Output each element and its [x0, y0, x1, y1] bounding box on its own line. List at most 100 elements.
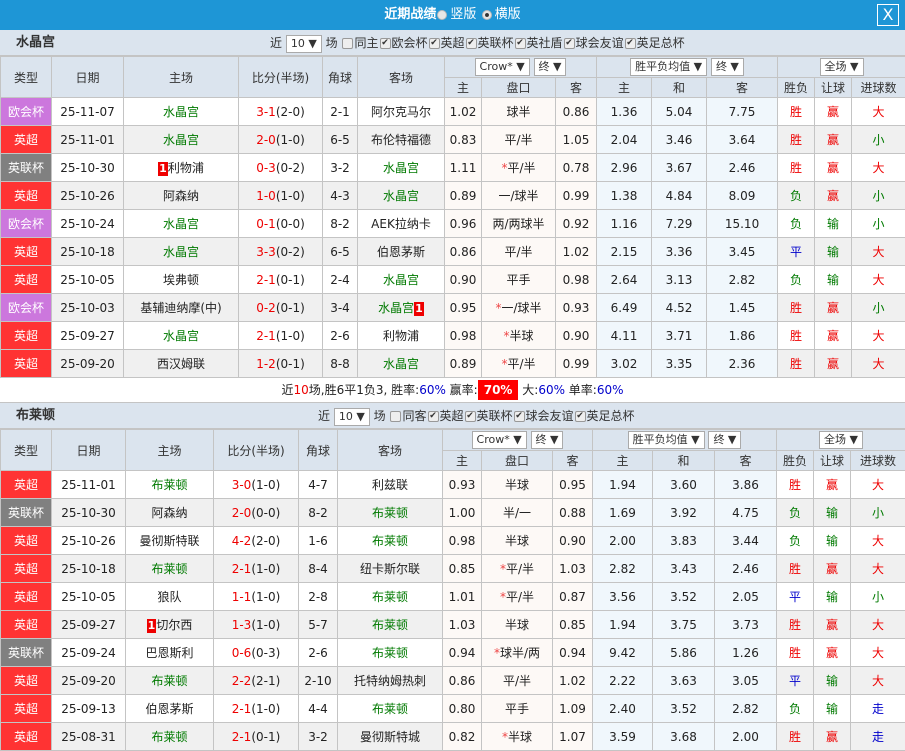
- match-type[interactable]: 英超: [1, 238, 52, 266]
- away-team[interactable]: 布莱顿: [338, 611, 443, 639]
- home-team[interactable]: 水晶宫: [124, 322, 239, 350]
- filter-checkbox[interactable]: ✔: [429, 38, 440, 49]
- match-type[interactable]: 英超: [1, 350, 52, 378]
- close-button[interactable]: X: [877, 4, 899, 26]
- away-team[interactable]: 水晶宫: [358, 182, 445, 210]
- score-cell[interactable]: 2-1(1-0): [239, 322, 323, 350]
- score-cell[interactable]: 2-1(1-0): [214, 695, 299, 723]
- match-type[interactable]: 英联杯: [1, 639, 52, 667]
- away-team[interactable]: 水晶宫: [358, 350, 445, 378]
- score-cell[interactable]: 3-1(2-0): [239, 98, 323, 126]
- score-cell[interactable]: 2-0(1-0): [239, 126, 323, 154]
- home-team[interactable]: 阿森纳: [124, 182, 239, 210]
- radio-vertical[interactable]: [437, 10, 447, 20]
- away-team[interactable]: 水晶宫1: [358, 294, 445, 322]
- match-type[interactable]: 英超: [1, 611, 52, 639]
- home-team[interactable]: 西汉姆联: [124, 350, 239, 378]
- home-team[interactable]: 基辅迪纳摩(中): [124, 294, 239, 322]
- period-select[interactable]: 全场 ▼: [820, 58, 864, 76]
- score-cell[interactable]: 2-0(0-0): [214, 499, 299, 527]
- home-team[interactable]: 布莱顿: [126, 723, 214, 751]
- home-team[interactable]: 巴恩斯利: [126, 639, 214, 667]
- match-count-select[interactable]: 10 ▼: [286, 35, 322, 53]
- filter-checkbox[interactable]: ✔: [466, 38, 477, 49]
- score-cell[interactable]: 1-2(0-1): [239, 350, 323, 378]
- away-team[interactable]: 伯恩茅斯: [358, 238, 445, 266]
- home-team[interactable]: 埃弗顿: [124, 266, 239, 294]
- match-type[interactable]: 英联杯: [1, 499, 52, 527]
- avg-select[interactable]: 胜平负均值 ▼: [628, 431, 705, 449]
- away-team[interactable]: 水晶宫: [358, 154, 445, 182]
- away-team[interactable]: 阿尔克马尔: [358, 98, 445, 126]
- match-count-select[interactable]: 10 ▼: [334, 408, 370, 426]
- home-team[interactable]: 1切尔西: [126, 611, 214, 639]
- score-cell[interactable]: 4-2(2-0): [214, 527, 299, 555]
- score-cell[interactable]: 1-1(1-0): [214, 583, 299, 611]
- score-cell[interactable]: 0-6(0-3): [214, 639, 299, 667]
- away-team[interactable]: 布莱顿: [338, 639, 443, 667]
- away-team[interactable]: 布伦特福德: [358, 126, 445, 154]
- home-team[interactable]: 1利物浦: [124, 154, 239, 182]
- match-type[interactable]: 欧会杯: [1, 210, 52, 238]
- filter-checkbox[interactable]: ✔: [514, 411, 525, 422]
- match-type[interactable]: 英超: [1, 555, 52, 583]
- match-type[interactable]: 英超: [1, 182, 52, 210]
- home-team[interactable]: 阿森纳: [126, 499, 214, 527]
- score-cell[interactable]: 0-2(0-1): [239, 294, 323, 322]
- match-type[interactable]: 英超: [1, 583, 52, 611]
- score-cell[interactable]: 3-3(0-2): [239, 238, 323, 266]
- match-type[interactable]: 英超: [1, 667, 52, 695]
- filter-checkbox[interactable]: ✔: [465, 411, 476, 422]
- away-team[interactable]: 利兹联: [338, 471, 443, 499]
- stage-select[interactable]: 终 ▼: [531, 431, 564, 449]
- score-cell[interactable]: 1-3(1-0): [214, 611, 299, 639]
- match-type[interactable]: 欧会杯: [1, 294, 52, 322]
- match-type[interactable]: 英超: [1, 723, 52, 751]
- match-type[interactable]: 欧会杯: [1, 98, 52, 126]
- score-cell[interactable]: 2-1(0-1): [214, 723, 299, 751]
- avg-select[interactable]: 胜平负均值 ▼: [630, 58, 707, 76]
- score-cell[interactable]: 2-1(0-1): [239, 266, 323, 294]
- period-select[interactable]: 全场 ▼: [819, 431, 863, 449]
- filter-checkbox[interactable]: ✔: [625, 38, 636, 49]
- filter-checkbox[interactable]: ✔: [564, 38, 575, 49]
- home-team[interactable]: 水晶宫: [124, 238, 239, 266]
- away-team[interactable]: 托特纳姆热刺: [338, 667, 443, 695]
- match-type[interactable]: 英超: [1, 471, 52, 499]
- score-cell[interactable]: 3-0(1-0): [214, 471, 299, 499]
- filter-checkbox[interactable]: ✔: [575, 411, 586, 422]
- stage-select[interactable]: 终 ▼: [711, 58, 744, 76]
- match-type[interactable]: 英超: [1, 126, 52, 154]
- home-team[interactable]: 伯恩茅斯: [126, 695, 214, 723]
- away-team[interactable]: 水晶宫: [358, 266, 445, 294]
- away-team[interactable]: AEK拉纳卡: [358, 210, 445, 238]
- filter-checkbox[interactable]: [342, 38, 353, 49]
- score-cell[interactable]: 0-1(0-0): [239, 210, 323, 238]
- home-team[interactable]: 水晶宫: [124, 126, 239, 154]
- score-cell[interactable]: 0-3(0-2): [239, 154, 323, 182]
- filter-checkbox[interactable]: [390, 411, 401, 422]
- home-team[interactable]: 布莱顿: [126, 471, 214, 499]
- away-team[interactable]: 利物浦: [358, 322, 445, 350]
- company-select[interactable]: Crow* ▼: [475, 58, 530, 76]
- match-type[interactable]: 英超: [1, 695, 52, 723]
- filter-checkbox[interactable]: ✔: [428, 411, 439, 422]
- home-team[interactable]: 曼彻斯特联: [126, 527, 214, 555]
- away-team[interactable]: 布莱顿: [338, 695, 443, 723]
- home-team[interactable]: 水晶宫: [124, 98, 239, 126]
- score-cell[interactable]: 2-2(2-1): [214, 667, 299, 695]
- away-team[interactable]: 布莱顿: [338, 499, 443, 527]
- stage-select[interactable]: 终 ▼: [534, 58, 567, 76]
- away-team[interactable]: 布莱顿: [338, 527, 443, 555]
- away-team[interactable]: 布莱顿: [338, 583, 443, 611]
- match-type[interactable]: 英超: [1, 527, 52, 555]
- stage-select[interactable]: 终 ▼: [708, 431, 741, 449]
- radio-horizontal[interactable]: [482, 10, 492, 20]
- score-cell[interactable]: 1-0(1-0): [239, 182, 323, 210]
- home-team[interactable]: 水晶宫: [124, 210, 239, 238]
- away-team[interactable]: 纽卡斯尔联: [338, 555, 443, 583]
- match-type[interactable]: 英超: [1, 322, 52, 350]
- away-team[interactable]: 曼彻斯特城: [338, 723, 443, 751]
- score-cell[interactable]: 2-1(1-0): [214, 555, 299, 583]
- filter-checkbox[interactable]: ✔: [380, 38, 391, 49]
